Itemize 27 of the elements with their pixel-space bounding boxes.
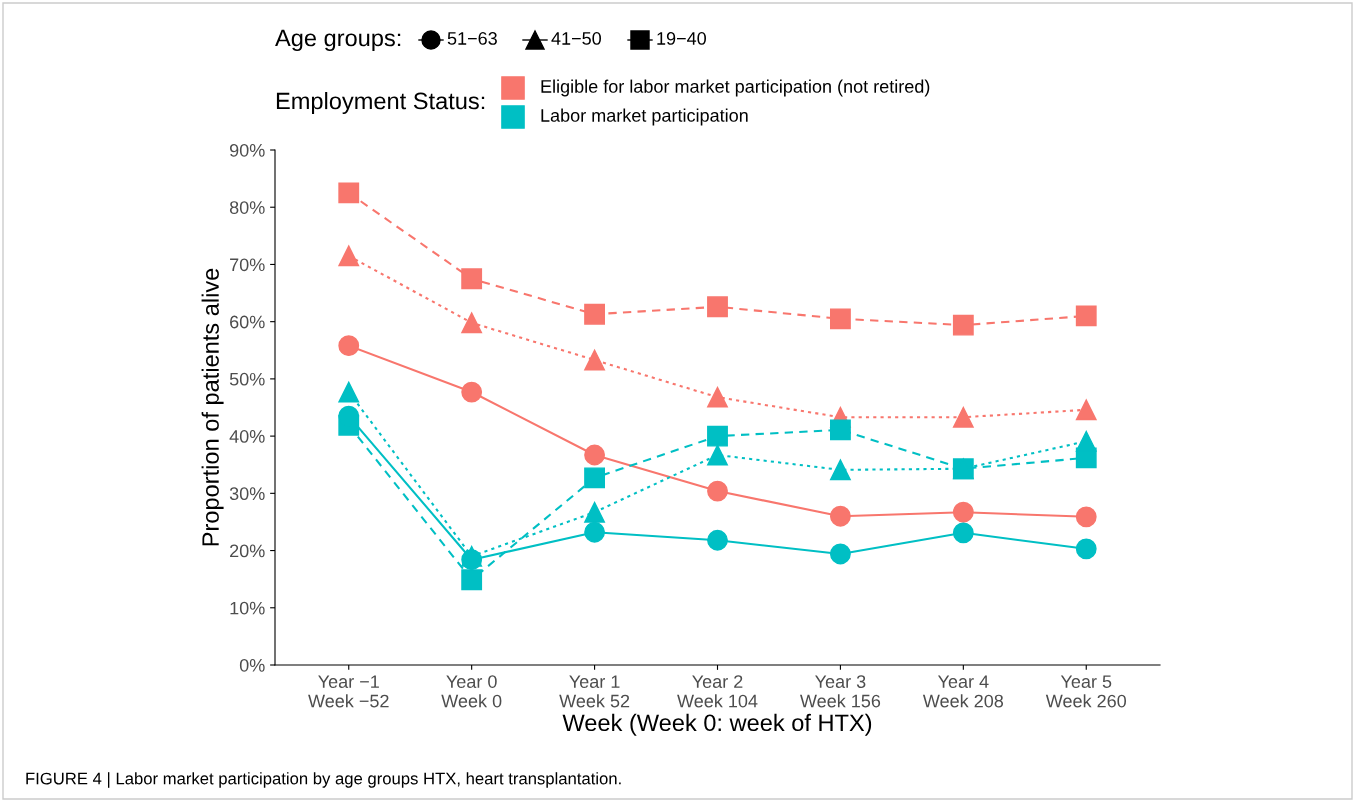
- x-axis-title: Week (Week 0: week of HTX): [562, 713, 872, 736]
- x-tick-label: Year −1 Week −52: [308, 675, 389, 708]
- text: 51−63: [447, 32, 497, 45]
- x-tick-label: Year 0 Week 0: [441, 675, 502, 708]
- text: Eligible for labor market participation (not retired): [541, 79, 930, 97]
- y-tick-label: 30%: [229, 487, 265, 501]
- y-tick-label: 60%: [230, 315, 265, 329]
- text: 41−50: [551, 32, 601, 45]
- y-axis-title: Proportion of patients alive: [201, 268, 224, 546]
- x-tick-label: Year 4 Week 208: [922, 675, 1004, 708]
- x-tick-label: Year 5 Week 260: [1045, 675, 1127, 708]
- text: Employment Status:: [276, 92, 485, 114]
- y-tick-label: 10%: [230, 601, 265, 615]
- y-tick-label: 80%: [229, 201, 265, 214]
- y-tick-label: 90%: [229, 143, 265, 157]
- y-tick-label: 40%: [229, 430, 265, 443]
- text: Age groups:: [275, 29, 401, 51]
- text: 19−40: [657, 32, 706, 45]
- y-tick-label: 70%: [230, 258, 265, 272]
- y-tick-label: 0%: [239, 658, 265, 672]
- y-tick-label: 50%: [229, 372, 265, 386]
- text: Labor market participation: [541, 108, 748, 126]
- caption: FIGURE 4 | Labor market participation by age groups HTX, heart transplantation.: [26, 772, 621, 788]
- x-tick-label: Year 2 Week 104: [677, 675, 758, 708]
- y-tick-label: 20%: [230, 544, 265, 558]
- x-tick-label: Year 3 Week 156: [800, 675, 881, 708]
- x-tick-label: Year 1 Week 52: [559, 675, 630, 708]
